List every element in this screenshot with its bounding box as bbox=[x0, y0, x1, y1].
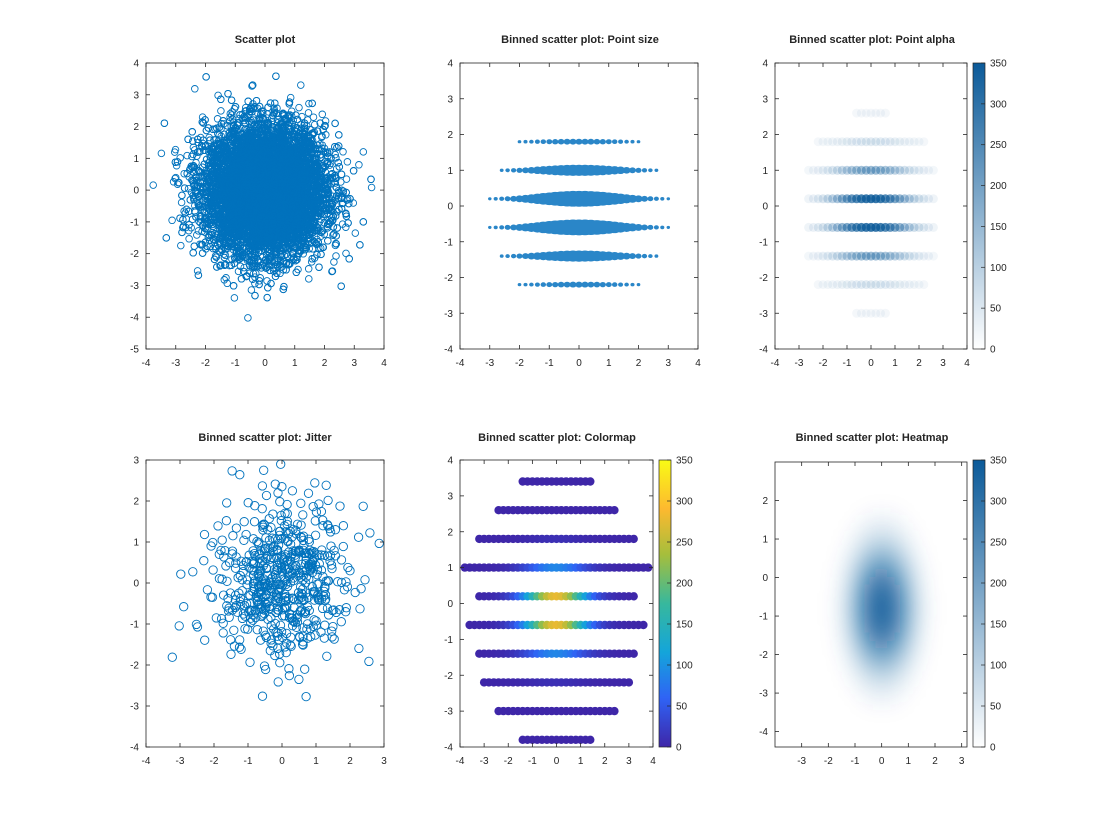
panel-scatter-title: Scatter plot bbox=[235, 34, 296, 46]
scatter-point bbox=[182, 205, 191, 214]
scatter-point bbox=[193, 267, 202, 275]
panel-scatter: Scatter plot -4 -3 -2 -1 0 1 2 3 4-5-4-3-2-10123… bbox=[130, 34, 387, 369]
scatter-point bbox=[149, 181, 157, 189]
scatter-point bbox=[184, 184, 193, 193]
scatter-point bbox=[177, 241, 185, 250]
scatter-point bbox=[339, 148, 347, 156]
scatter-point bbox=[230, 294, 239, 302]
scatter-point bbox=[342, 249, 350, 258]
scatter-point bbox=[286, 93, 295, 102]
scatter-point bbox=[248, 82, 256, 90]
scatter-point bbox=[355, 161, 363, 169]
scatter-point bbox=[297, 81, 305, 89]
scatter-points bbox=[149, 72, 376, 322]
scatter-point bbox=[244, 314, 252, 322]
scatter-point bbox=[172, 173, 180, 182]
scatter-point bbox=[310, 120, 319, 129]
scatter-point bbox=[176, 154, 184, 162]
scatter-point bbox=[226, 109, 235, 118]
scatter-point bbox=[309, 113, 318, 121]
scatter-point bbox=[185, 235, 193, 243]
scatter-point bbox=[247, 286, 256, 294]
scatter-point bbox=[367, 183, 376, 192]
scatter-point bbox=[310, 128, 319, 137]
scatter-point bbox=[295, 103, 303, 112]
scatter-point bbox=[213, 115, 222, 123]
scatter-point bbox=[157, 149, 166, 158]
scatter-point bbox=[217, 107, 225, 115]
scatter-point bbox=[270, 104, 278, 112]
scatter-point bbox=[223, 279, 231, 288]
